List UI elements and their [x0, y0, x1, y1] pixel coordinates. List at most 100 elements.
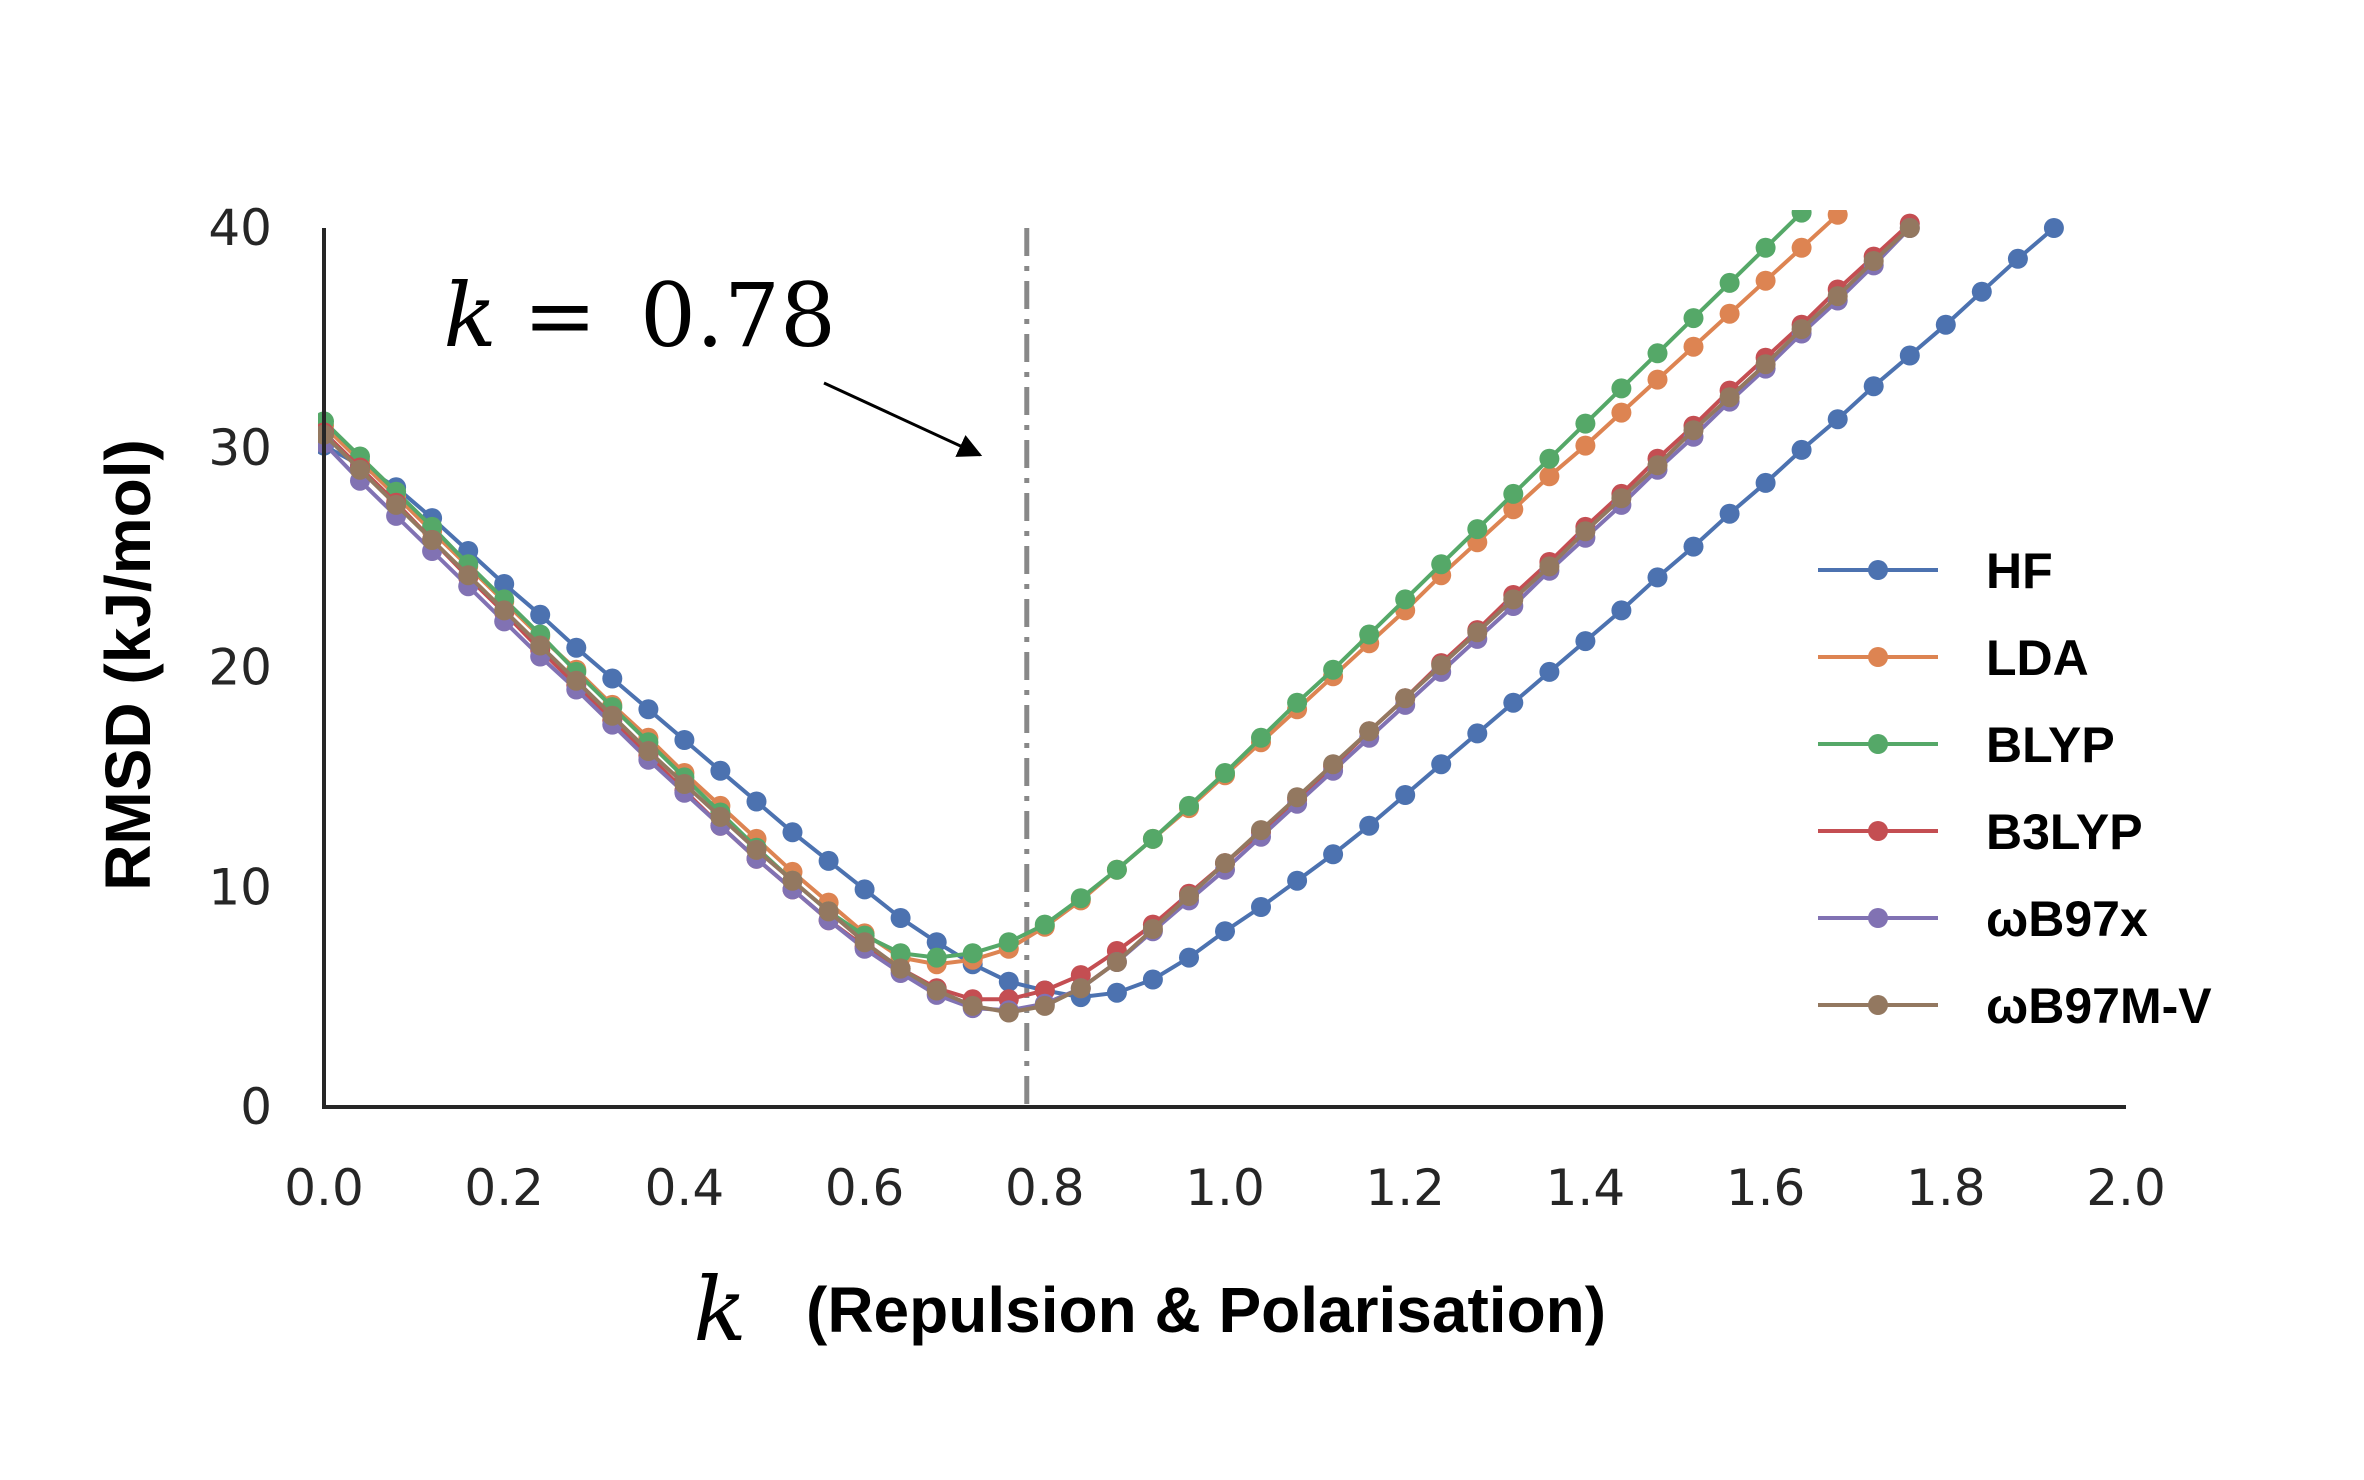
data-point — [1251, 897, 1271, 917]
annotation-symbol: k — [443, 264, 496, 367]
data-point — [566, 670, 587, 691]
legend: HF LDA BLYP B3LYP ωB97x ωB97M-V — [1818, 543, 2212, 1034]
x-tick-label: 0.8 — [1005, 1159, 1085, 1217]
data-point — [1827, 409, 1848, 430]
data-point — [602, 705, 623, 726]
data-point — [1755, 237, 1776, 258]
data-point — [1791, 210, 1812, 223]
x-axis-label: (Repulsion & Polarisation) — [806, 1274, 1606, 1346]
legend-item: LDA — [1818, 630, 2089, 686]
data-point — [1142, 919, 1163, 939]
data-point — [1215, 763, 1235, 783]
data-point — [1539, 448, 1560, 469]
x-tick-label: 1.8 — [1906, 1159, 1986, 1217]
y-tick-label: 30 — [208, 419, 272, 477]
data-point — [890, 958, 911, 979]
data-point — [1395, 589, 1416, 610]
data-point — [1575, 521, 1596, 542]
data-point — [1142, 828, 1163, 849]
data-point — [638, 699, 659, 720]
data-point — [422, 530, 443, 550]
data-point — [782, 822, 803, 843]
data-point — [602, 668, 623, 689]
data-point — [854, 879, 875, 900]
data-point — [1899, 218, 1920, 238]
data-point — [1575, 631, 1596, 652]
data-point — [998, 1002, 1019, 1023]
legend-item: BLYP — [1818, 717, 2115, 773]
data-point — [854, 932, 875, 953]
x-tick-label: 1.4 — [1546, 1159, 1626, 1217]
annotation-equals: = — [523, 264, 597, 367]
data-point — [1323, 659, 1344, 680]
legend-label: BLYP — [1986, 717, 2115, 773]
data-point — [1647, 455, 1668, 476]
data-point — [1611, 378, 1632, 399]
data-point — [1791, 319, 1812, 340]
data-point — [1251, 727, 1271, 748]
data-point — [350, 459, 370, 480]
data-point — [1215, 853, 1235, 874]
legend-swatch-marker — [1868, 647, 1888, 667]
data-point — [890, 943, 911, 964]
data-point — [746, 791, 767, 812]
data-point — [1539, 466, 1560, 487]
data-point — [1034, 914, 1055, 935]
legend-item: B3LYP — [1818, 804, 2143, 860]
data-point — [926, 947, 947, 968]
data-point — [1323, 754, 1344, 775]
data-point — [1827, 210, 1848, 225]
data-point — [1755, 354, 1776, 375]
data-point — [494, 574, 515, 594]
y-tick-labels: 0 10 20 30 40 — [208, 199, 272, 1136]
data-point — [1647, 343, 1668, 364]
data-point — [1539, 556, 1560, 577]
data-point — [1755, 270, 1776, 291]
x-tick-labels: 0.0 0.2 0.4 0.6 0.8 1.0 1.2 1.4 1.6 1.8 2.0 — [284, 1159, 2166, 1217]
legend-item: ωB97M-V — [1818, 978, 2212, 1034]
data-point — [1503, 692, 1524, 713]
legend-label: ωB97M-V — [1986, 978, 2212, 1034]
x-tick-label: 1.2 — [1365, 1159, 1445, 1217]
data-point — [1647, 567, 1668, 588]
data-point — [1287, 870, 1308, 891]
data-point — [1467, 723, 1488, 744]
y-axis-label: RMSD (kJ/mol) — [92, 439, 164, 891]
legend-label: B3LYP — [1986, 804, 2143, 860]
data-point — [1827, 286, 1848, 307]
data-point — [818, 850, 839, 871]
data-point — [674, 774, 695, 794]
data-point — [1251, 820, 1271, 841]
legend-label: LDA — [1986, 630, 2089, 686]
data-point — [1431, 754, 1452, 775]
data-point — [1070, 888, 1091, 909]
legend-swatch-marker — [1868, 734, 1888, 754]
data-point — [1467, 519, 1488, 540]
data-point — [1791, 439, 1812, 460]
data-point — [566, 637, 587, 658]
x-axis-symbol: k — [693, 1258, 746, 1361]
y-tick-label: 10 — [208, 858, 272, 916]
data-point — [962, 943, 983, 964]
data-point — [818, 901, 839, 922]
data-point — [1179, 947, 1199, 968]
data-point — [1611, 402, 1632, 423]
y-tick-label: 20 — [208, 639, 272, 697]
annotation-value: 0.78 — [640, 264, 836, 367]
data-point — [890, 908, 911, 928]
data-point — [1611, 488, 1632, 509]
data-point — [1719, 387, 1740, 408]
data-point — [1791, 237, 1812, 258]
data-point — [1395, 688, 1416, 709]
legend-swatch-marker — [1868, 995, 1888, 1015]
data-point — [1106, 859, 1127, 880]
data-point — [1142, 969, 1163, 990]
legend-swatch-marker — [1868, 821, 1888, 841]
data-point — [1503, 499, 1524, 520]
data-point — [2043, 218, 2064, 238]
data-point — [1863, 251, 1884, 271]
data-point — [1467, 622, 1488, 643]
x-tick-label: 0.2 — [464, 1159, 544, 1217]
data-point — [926, 932, 947, 953]
